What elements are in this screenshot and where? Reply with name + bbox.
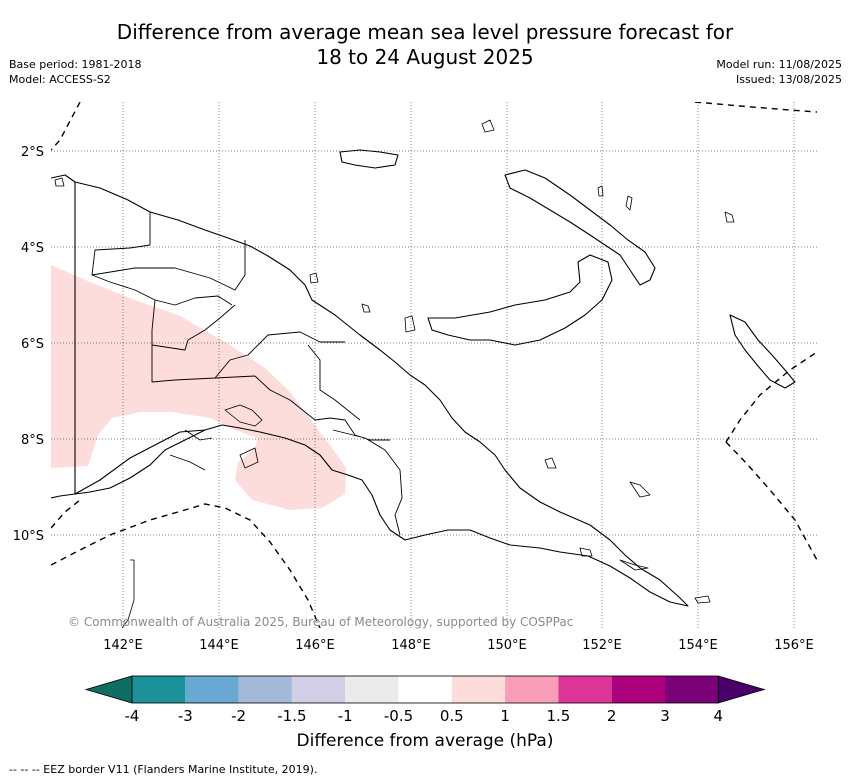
lon-label: 156°E [774,638,814,653]
lon-label: 152°E [582,638,622,653]
lat-label: 10°S [13,529,44,544]
colorbar-swatch [611,676,665,703]
colorbar-swatch [558,676,612,703]
issued-date: Issued: 13/08/2025 [735,73,842,86]
gulf-of-papua-coast [74,429,206,495]
colorbar-tick-label: -2 [231,707,246,725]
colorbar-swatch [132,676,186,703]
manus-coast [339,149,399,169]
colorbar-tick-label: 0.5 [440,707,464,725]
colorbar-swatch [665,676,719,703]
lon-axis: 142°E 144°E 146°E 148°E 150°E 152°E 154°… [103,638,814,653]
base-period: Base period: 1981-2018 [9,58,142,71]
colorbar-tick-label: 3 [660,707,670,725]
colorbar-frame [131,675,719,704]
colorbar-tick-label: 1.5 [546,707,570,725]
map-area [51,102,817,628]
model-run: Model run: 11/08/2025 [716,58,842,71]
eez-legend-note: -- -- -- EEZ border V11 (Flanders Marine… [9,763,318,776]
colorbar-tick-label: -4 [125,707,140,725]
bougainville-coast [729,314,796,389]
colorbar-swatch [451,676,506,703]
colorbar-title: Difference from average (hPa) [296,731,554,751]
coastlines [51,119,796,628]
map-title: Difference from average mean sea level p… [0,20,850,70]
lon-label: 144°E [199,638,239,653]
anomaly-area-west [51,265,346,510]
meta-right: Model run: 11/08/2025 Issued: 13/08/2025 [716,57,842,87]
province-borders [91,212,403,536]
model-name: Model: ACCESS-S2 [9,73,111,86]
small-islands [54,119,735,628]
lat-axis: 2°S 4°S 6°S 8°S 10°S [13,145,44,544]
colorbar-tick-label: -0.5 [384,707,413,725]
lon-label: 142°E [103,638,143,653]
colorbar-extend-high [717,675,766,704]
colorbar-swatch [398,676,452,703]
copyright-note: © Commonwealth of Australia 2025, Bureau… [68,615,573,629]
lat-label: 8°S [21,433,44,448]
title-line-2: 18 to 24 August 2025 [316,45,534,69]
colorbar-tick-label: -1.5 [277,707,306,725]
colorbar: -4 -3 -2 -1.5 -1 -0.5 0.5 1 1.5 2 3 4 [84,675,766,725]
colorbar-tick-label: -1 [338,707,353,725]
lon-label: 146°E [295,638,335,653]
colorbar-extend-low [84,675,133,704]
colorbar-swatch [291,676,346,703]
meta-left: Base period: 1981-2018 Model: ACCESS-S2 [9,57,141,87]
lat-label: 6°S [21,337,44,352]
new-guinea-coast [51,174,689,607]
colorbar-tick-label: 4 [714,707,724,725]
lon-label: 150°E [487,638,527,653]
colorbar-tick-label: -3 [178,707,193,725]
title-line-1: Difference from average mean sea level p… [116,20,734,44]
lat-label: 4°S [21,241,44,256]
eez-border [51,102,817,628]
lon-label: 148°E [391,638,431,653]
colorbar-swatch [185,676,239,703]
lat-label: 2°S [21,145,44,160]
colorbar-tick-label: 1 [500,707,510,725]
colorbar-swatch [345,676,399,703]
lon-label: 154°E [678,638,718,653]
new-britain-coast [427,254,613,346]
fly-delta [169,404,263,471]
colorbar-swatch [505,676,559,703]
new-ireland-coast [504,169,656,286]
colorbar-swatch [238,676,292,703]
colorbar-tick-label: 2 [607,707,617,725]
